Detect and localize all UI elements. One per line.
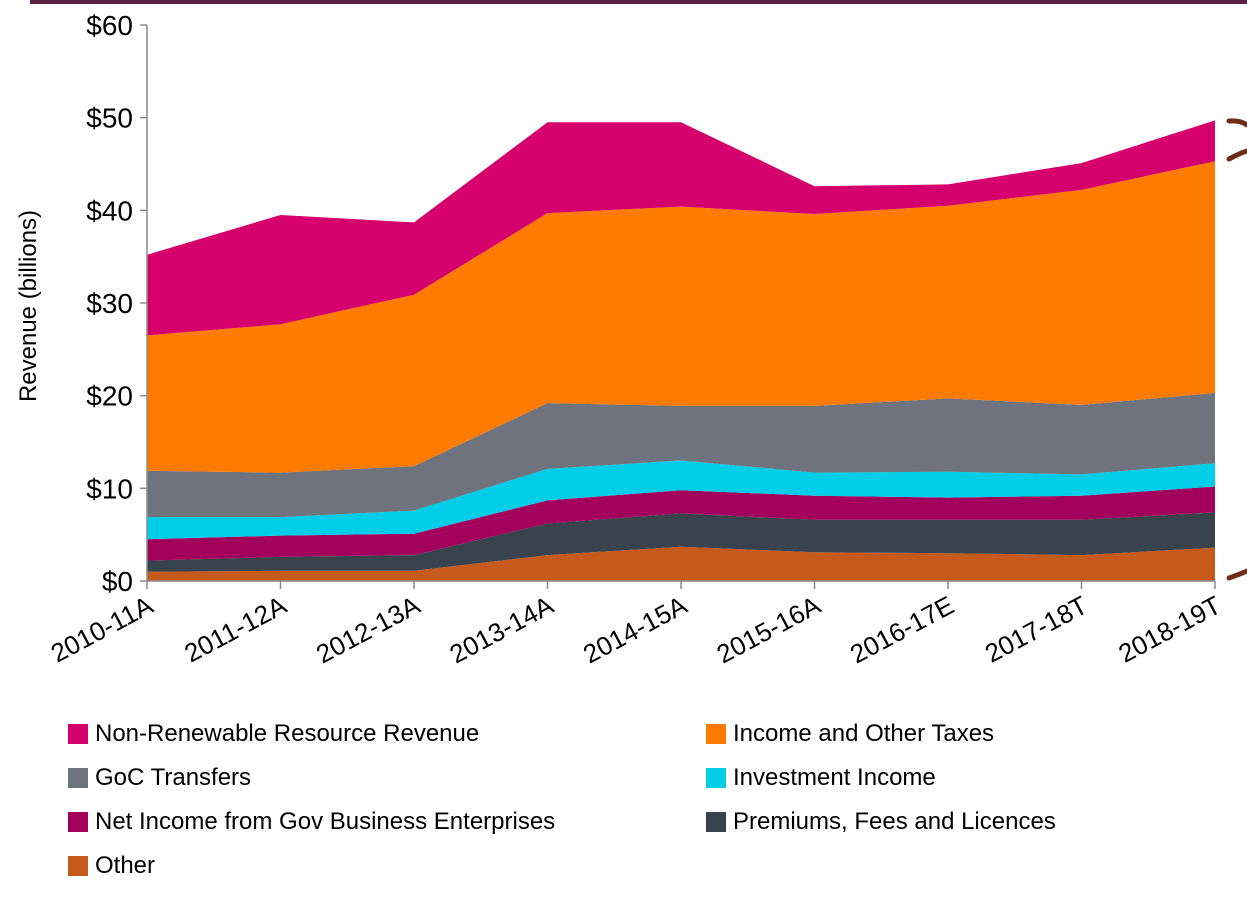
y-tick-label: $40 [86, 195, 133, 226]
legend-swatch [68, 856, 88, 876]
area-series-4 [147, 392, 1215, 518]
x-tick-label: 2016-17E [845, 590, 959, 669]
legend-swatch [706, 724, 726, 744]
top-rule [30, 0, 1247, 4]
legend-label: Investment Income [733, 764, 936, 791]
x-tick-label: 2012-13A [311, 590, 425, 670]
legend-item: Premiums, Fees and Licences [706, 808, 1056, 836]
legend-label: Other [95, 852, 156, 879]
x-tick-label: 2010-11A [46, 590, 159, 669]
area-series-3 [147, 460, 1215, 540]
legend-label: GoC Transfers [95, 764, 252, 791]
x-tick-label: 2013-14A [445, 590, 559, 670]
legend-swatch [68, 812, 88, 832]
y-axis-label: Revenue (billions) [15, 210, 42, 402]
legend-swatch [706, 768, 726, 788]
stacked-area-chart: $0$10$20$30$40$50$60 2010-11A 2011-12A 201… [15, 10, 1247, 669]
legend-label: Non-Renewable Resource Revenue [95, 720, 480, 747]
x-axis-ticks: 2010-11A 2011-12A 2012-13A 2013-14A 2014-15A… [46, 581, 1226, 669]
area-series-2 [147, 486, 1215, 561]
legend-swatch [68, 768, 88, 788]
legend-label: Premiums, Fees and Licences [733, 808, 1056, 835]
legend-item: Net Income from Gov Business Enterprises [68, 808, 555, 836]
legend-label: Net Income from Gov Business Enterprises [95, 808, 556, 835]
series-areas [147, 120, 1215, 581]
legend-item: GoC Transfers [68, 764, 251, 792]
x-tick-label: 2011-12A [179, 590, 292, 669]
x-tick-label: 2018-19T [1113, 590, 1225, 669]
bracket-mark [1226, 118, 1247, 128]
legend-swatch [706, 812, 726, 832]
area-series-5 [147, 161, 1215, 473]
bracket-mark [1226, 148, 1247, 162]
area-series-0 [147, 546, 1215, 581]
y-tick-label: $60 [86, 10, 133, 41]
x-tick-label: 2015-16A [712, 590, 826, 670]
legend-swatch [68, 724, 88, 744]
y-tick-label: $0 [102, 566, 133, 597]
y-axis-ticks: $0 $10 $20 $30 $40 $50 $60 [86, 10, 147, 597]
legend-item: Other [68, 852, 155, 880]
legend-item: Investment Income [706, 764, 936, 792]
area-series-1 [147, 512, 1215, 572]
y-tick-label: $20 [86, 381, 133, 412]
x-tick-label: 2014-15A [578, 590, 692, 670]
area-series-6 [147, 120, 1215, 336]
y-tick-label: $50 [86, 103, 133, 134]
legend-label: Income and Other Taxes [733, 720, 995, 747]
legend-item: Non-Renewable Resource Revenue [68, 720, 479, 748]
y-tick-label: $30 [86, 288, 133, 319]
x-tick-label: 2017-18T [980, 590, 1092, 669]
legend-item: Income and Other Taxes [706, 720, 994, 748]
y-tick-label: $10 [86, 473, 133, 504]
bracket-marks [1226, 118, 1247, 581]
bracket-mark [1226, 568, 1247, 581]
